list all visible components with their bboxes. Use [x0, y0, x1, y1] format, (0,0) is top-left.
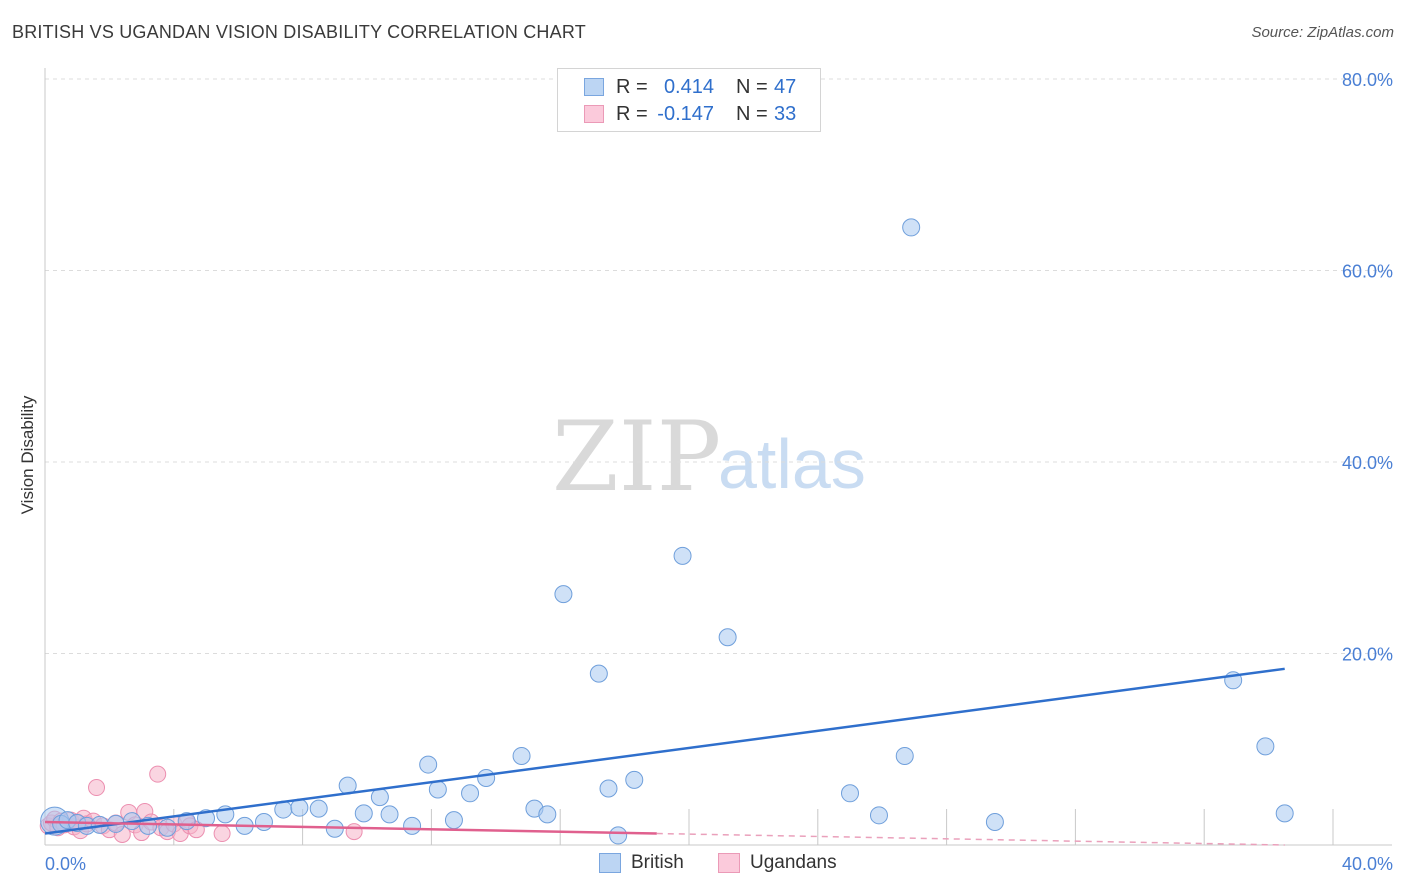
british-point	[370, 788, 389, 807]
british-point	[869, 806, 888, 825]
ugandans-trend-line	[44, 820, 657, 835]
british-point	[428, 780, 447, 799]
british-point	[461, 784, 480, 803]
ugandans-trend-line-extrapolated	[656, 832, 1285, 846]
bottom-legend-ugandans: Ugandans	[718, 852, 837, 874]
r-label: R =	[616, 75, 648, 98]
british-point	[554, 585, 573, 604]
ugandans-point	[88, 779, 106, 797]
ugandans-point	[149, 765, 167, 783]
source-label: Source: ZipAtlas.com	[1251, 24, 1394, 41]
british-n-value: 47	[774, 75, 797, 98]
ugandans-r-value: -0.147	[657, 102, 714, 125]
british-point	[309, 799, 328, 818]
british-point	[589, 664, 608, 683]
british-point	[625, 770, 644, 789]
chart-title: BRITISH VS UGANDAN VISION DISABILITY COR…	[12, 22, 586, 42]
british-point	[1256, 737, 1275, 756]
british-legend-label: British	[631, 852, 684, 873]
ugandans-point	[345, 823, 363, 841]
n-label: N =	[736, 75, 768, 98]
british-point	[512, 746, 531, 765]
legend-row-british: R = 0.414 N = 47	[584, 75, 796, 99]
ugandans-point	[213, 825, 231, 843]
watermark: ZIP atlas	[552, 401, 866, 513]
british-point	[985, 813, 1004, 832]
british-trend-line	[44, 667, 1285, 835]
british-point	[1275, 804, 1294, 823]
y-tick-label: 60.0%	[1342, 262, 1393, 282]
british-point	[158, 818, 177, 837]
ugandans-n-value: 33	[774, 102, 797, 125]
british-point	[477, 768, 496, 787]
british-r-value: 0.414	[663, 75, 714, 98]
correlation-legend: R = 0.414 N = 47 R = -0.147 N = 33	[557, 68, 821, 132]
y-tick-label: 20.0%	[1342, 645, 1393, 665]
grid	[45, 78, 1392, 654]
r-label: R =	[616, 102, 648, 125]
y-tick-label: 40.0%	[1342, 453, 1393, 473]
british-point	[599, 779, 618, 798]
x-tick-label: 0.0%	[45, 854, 86, 874]
british-point	[380, 805, 399, 824]
watermark-zip: ZIP	[552, 401, 721, 513]
y-tick-label: 80.0%	[1342, 70, 1393, 90]
british-point	[673, 546, 692, 565]
british-point	[419, 755, 438, 774]
ugandans-legend-label: Ugandans	[750, 852, 837, 873]
bottom-legend-british: British	[599, 852, 684, 874]
axes	[44, 68, 1392, 846]
watermark-atlas: atlas	[718, 425, 866, 503]
british-point	[609, 826, 628, 845]
british-point	[841, 784, 859, 803]
ugandans-legend-swatch	[718, 853, 740, 873]
trend-lines	[44, 667, 1285, 846]
tick-labels: 20.0% 40.0% 60.0% 80.0% 0.0% 40.0%	[45, 70, 1393, 874]
british-point	[902, 218, 921, 237]
british-point	[254, 813, 273, 832]
ugandans-swatch	[584, 105, 604, 123]
british-point	[538, 805, 557, 824]
british-point	[718, 628, 737, 647]
british-point	[895, 746, 914, 765]
british-legend-swatch	[599, 853, 621, 873]
n-label: N =	[736, 102, 768, 125]
x-tick-label: 40.0%	[1342, 854, 1393, 874]
british-point	[354, 804, 373, 823]
british-swatch	[584, 78, 604, 96]
british-point	[444, 811, 463, 830]
legend-row-ugandans: R = -0.147 N = 33	[584, 102, 796, 126]
british-point	[403, 816, 422, 835]
